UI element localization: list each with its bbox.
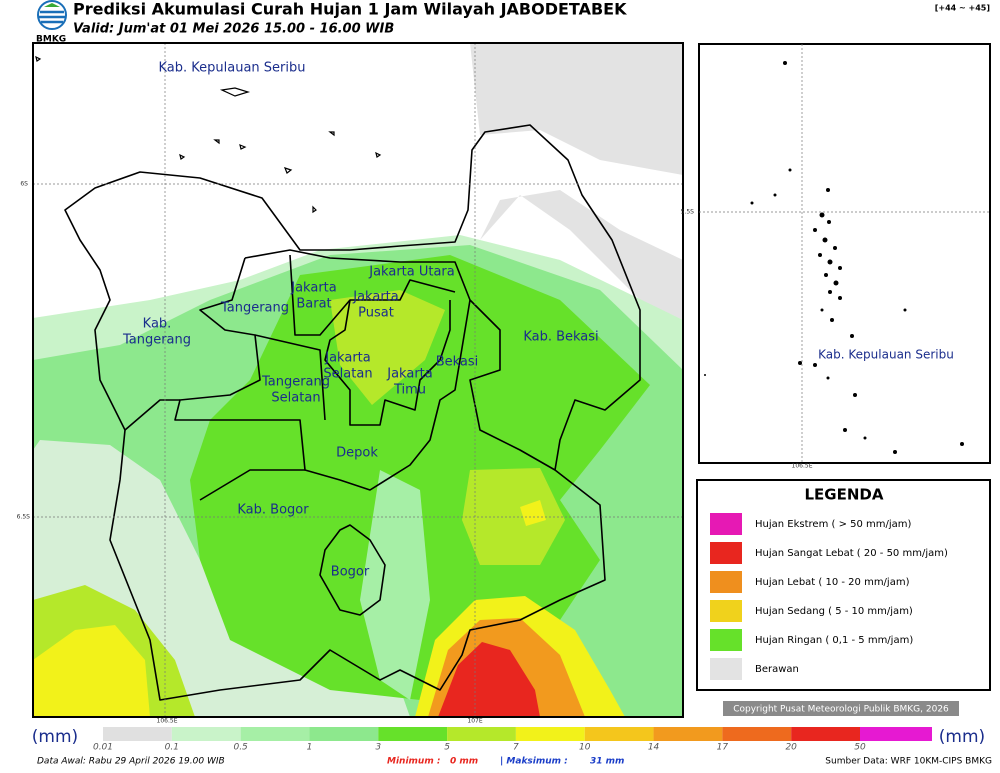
region-label: Depok xyxy=(336,446,378,461)
region-label: Timu xyxy=(393,383,426,398)
region-label: Tangerang xyxy=(220,301,289,316)
minimum-label: Minimum : xyxy=(387,757,440,767)
lon-label: 106.5E xyxy=(792,463,813,470)
title: Prediksi Akumulasi Curah Hujan 1 Jam Wil… xyxy=(73,0,627,19)
logo xyxy=(37,0,67,30)
offset: [+44 ~ +45] xyxy=(935,4,990,13)
maximum-label: | Maksimum : xyxy=(500,757,568,767)
lat-label: 6S xyxy=(20,181,28,188)
logo-text: BMKG xyxy=(36,35,66,45)
legend-label: Hujan Ekstrem ( > 50 mm/jam) xyxy=(755,519,912,530)
legend-swatch xyxy=(710,571,742,593)
colorbar-segment xyxy=(584,727,654,741)
colorbar-segment xyxy=(722,727,792,741)
region-label: Bogor xyxy=(331,565,370,580)
colorbar-segment xyxy=(309,727,379,741)
legend-box xyxy=(696,479,991,691)
colorbar-tick-label: 17 xyxy=(717,743,729,753)
legend-label: Berawan xyxy=(755,664,799,675)
colorbar-segment xyxy=(860,727,932,741)
colorbar-segment xyxy=(791,727,860,741)
legend-label: Hujan Ringan ( 0,1 - 5 mm/jam) xyxy=(755,635,913,646)
islands xyxy=(35,55,382,214)
legend-swatch xyxy=(710,542,742,564)
colorbar-tick-label: 1 xyxy=(307,743,313,753)
colorbar-tick-label: 14 xyxy=(648,743,660,753)
legend-swatch xyxy=(710,600,742,622)
copyright-bg xyxy=(723,701,959,716)
region-label: Barat xyxy=(296,297,331,312)
colorbar-tick-label: 0.1 xyxy=(165,743,179,753)
unit-label: (mm) xyxy=(939,727,985,747)
legend-swatch xyxy=(710,658,742,680)
legend-title: LEGENDA xyxy=(805,486,884,504)
legend-label: Hujan Sangat Lebat ( 20 - 50 mm/jam) xyxy=(755,548,948,559)
minimum: 0 mm xyxy=(450,757,478,767)
map-frame xyxy=(32,42,684,718)
colorbar-tick-label: 3 xyxy=(375,743,381,753)
inset-label: Kab. Kepulauan Seribu xyxy=(818,348,954,362)
legend-items: Hujan Ekstrem ( > 50 mm/jam) Hujan Sangat… xyxy=(710,513,948,680)
data-awal: Data Awal: Rabu 29 April 2026 19.00 WIB xyxy=(37,757,225,767)
colorbar-tick-label: 10 xyxy=(579,743,591,753)
region-label: Jakarta Utara xyxy=(368,265,455,280)
region-label: Kab. Bogor xyxy=(237,503,309,518)
legend-swatch xyxy=(710,513,742,535)
lon-label: 106.5E xyxy=(157,718,178,725)
colorbar-segment xyxy=(653,727,723,741)
legend-label: Hujan Sedang ( 5 - 10 mm/jam) xyxy=(755,606,913,617)
colorbar-segment xyxy=(240,727,310,741)
map-labels: Kab. Kepulauan SeribuKab.TangerangTanger… xyxy=(122,61,599,580)
region-label: Jakarta xyxy=(290,281,336,296)
colorbar-segment xyxy=(447,727,516,741)
lat-label: 6.5S xyxy=(17,514,31,521)
region-label: Bekasi xyxy=(436,355,479,370)
colorbar-segment xyxy=(171,727,241,741)
region-label: Jakarta xyxy=(324,351,370,366)
colorbar-segment xyxy=(515,727,585,741)
region-label: Pusat xyxy=(358,306,394,321)
copyright: Copyright Pusat Meteorologi Publik BMKG,… xyxy=(733,705,949,715)
maximum: 31 mm xyxy=(590,757,624,767)
coastline xyxy=(64,124,641,701)
region-label: Kab. Kepulauan Seribu xyxy=(159,61,306,76)
colorbar-tick-label: 0.5 xyxy=(233,743,248,753)
region-label: Tangerang xyxy=(122,333,191,348)
region-label: Jakarta xyxy=(386,367,432,382)
source: Sumber Data: WRF 10KM-CIPS BMKG xyxy=(825,757,992,767)
legend-swatch xyxy=(710,629,742,651)
colorbar-tick-label: 5 xyxy=(444,743,450,753)
region-label: Kab. Bekasi xyxy=(523,330,598,345)
legend-label: Hujan Lebat ( 10 - 20 mm/jam) xyxy=(755,577,910,588)
region-label: Selatan xyxy=(271,391,320,406)
lat-label: 5.5S xyxy=(681,209,695,216)
region-label: Kab. xyxy=(143,317,172,332)
lon-label: 107E xyxy=(467,718,482,725)
colorbar-tick-label: 50 xyxy=(854,743,866,753)
inset-islands xyxy=(704,61,964,454)
region-label: Jakarta xyxy=(352,290,398,305)
colorbar-tick-label: 7 xyxy=(513,743,519,753)
region-label: Tangerang xyxy=(261,375,330,390)
colorbar-segment xyxy=(103,727,172,741)
main-map: Kab. Kepulauan SeribuKab.TangerangTanger… xyxy=(33,43,683,717)
colorbar-segment xyxy=(88,727,103,741)
inset-frame xyxy=(698,43,991,464)
colorbar-segment xyxy=(378,727,448,741)
colorbar-tick-label: 20 xyxy=(785,743,797,753)
colorbar: 0.01 0.1 0.5 1 3 5 7 10 14 17 20 50 xyxy=(88,727,932,753)
colorbar-tick-label: 0.01 xyxy=(93,743,113,753)
subtitle: Valid: Jum'at 01 Mei 2026 15.00 - 16.00 … xyxy=(73,22,394,37)
region-label: Selatan xyxy=(323,367,372,382)
unit-label: (mm) xyxy=(32,727,78,747)
